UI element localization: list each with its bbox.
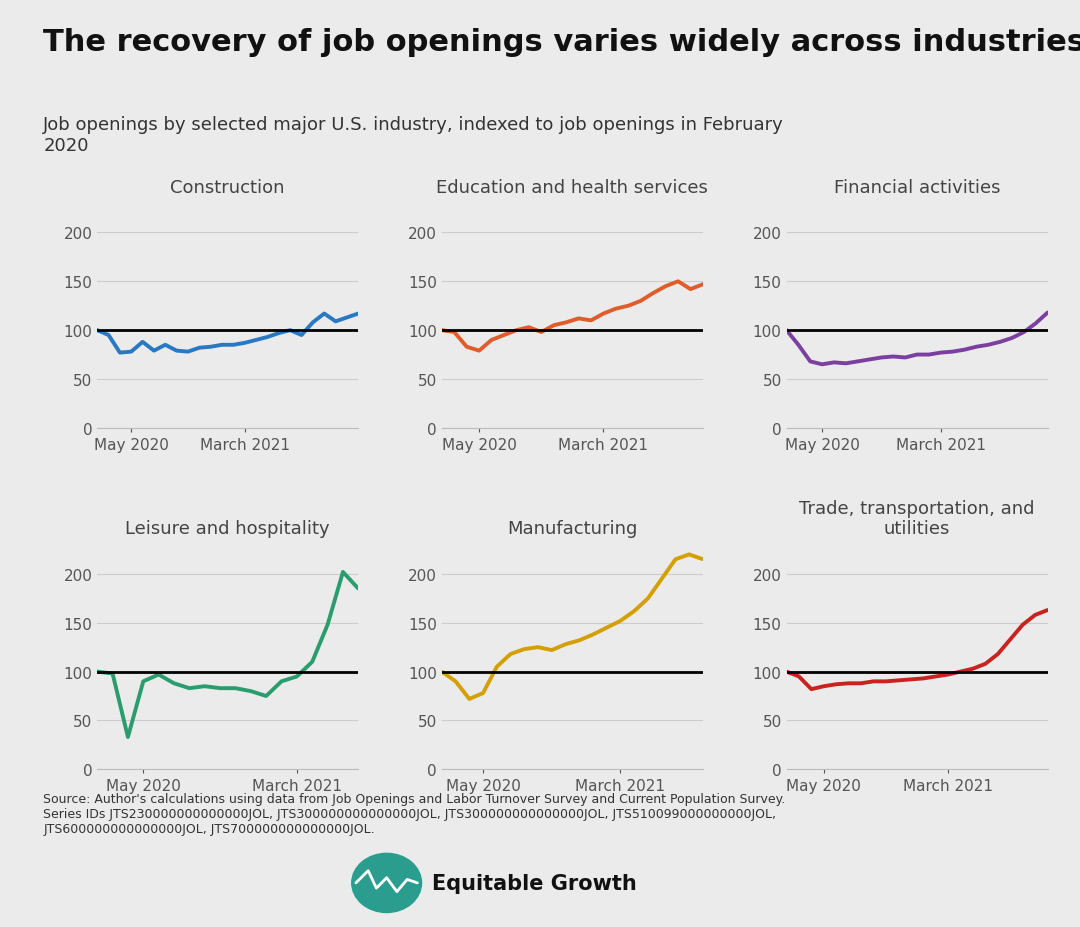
- Title: Leisure and hospitality: Leisure and hospitality: [125, 520, 330, 538]
- Text: Source: Author's calculations using data from Job Openings and Labor Turnover Su: Source: Author's calculations using data…: [43, 793, 785, 835]
- Title: Construction: Construction: [171, 179, 285, 197]
- Text: Equitable Growth: Equitable Growth: [432, 873, 636, 893]
- Text: The recovery of job openings varies widely across industries: The recovery of job openings varies wide…: [43, 28, 1080, 57]
- Title: Financial activities: Financial activities: [834, 179, 1000, 197]
- Title: Manufacturing: Manufacturing: [508, 520, 637, 538]
- Title: Trade, transportation, and
utilities: Trade, transportation, and utilities: [799, 499, 1035, 538]
- Title: Education and health services: Education and health services: [436, 179, 708, 197]
- Text: Job openings by selected major U.S. industry, indexed to job openings in Februar: Job openings by selected major U.S. indu…: [43, 116, 784, 155]
- Circle shape: [352, 854, 421, 912]
